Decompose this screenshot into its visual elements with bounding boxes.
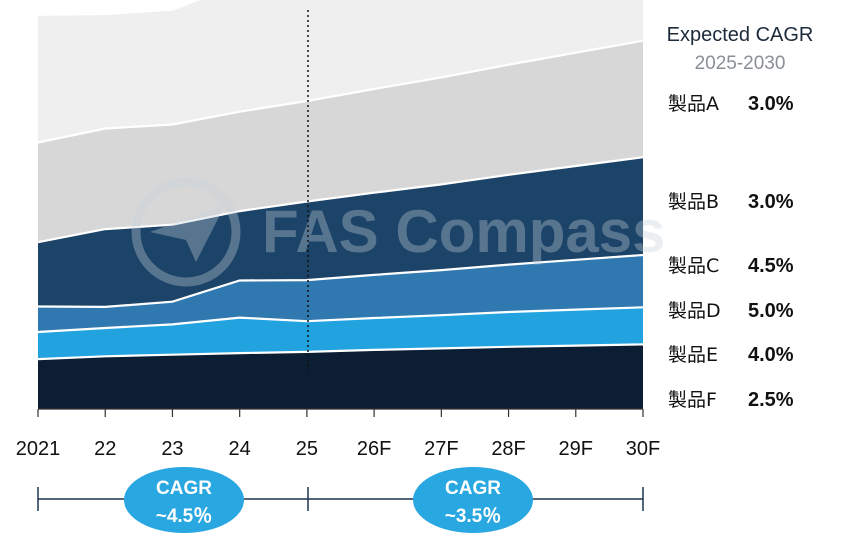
area-製品F xyxy=(38,344,643,409)
x-tick-label: 27F xyxy=(424,438,458,460)
legend-cagr-d: 5.0% xyxy=(748,300,794,322)
watermark-compass-icon xyxy=(131,177,241,287)
watermark-arrow-icon xyxy=(150,205,225,262)
legend-cagr-f: 2.5% xyxy=(748,389,794,411)
legend-header: Expected CAGR xyxy=(667,24,814,46)
x-tick-label: 23 xyxy=(161,438,183,460)
legend-cagr-a: 3.0% xyxy=(748,93,794,115)
legend-name-e: 製品E xyxy=(668,344,718,366)
area-製品A xyxy=(38,0,643,143)
watermark-text: FAS Compass xyxy=(262,198,665,265)
x-tick-label: 28F xyxy=(491,438,525,460)
area-製品C xyxy=(38,157,643,307)
area-edge-製品D xyxy=(37,253,644,309)
legend-name-f: 製品F xyxy=(668,389,717,411)
legend-name-b: 製品B xyxy=(668,191,719,213)
legend-cagr-c: 4.5% xyxy=(748,255,794,277)
x-tick-label: 25 xyxy=(296,438,318,460)
legend-period: 2025-2030 xyxy=(695,53,786,74)
area-edge-製品C xyxy=(37,156,644,244)
cagr-bubble-historical xyxy=(124,467,244,533)
cagr-bubble-forecast-label: CAGR xyxy=(445,478,501,499)
area-edge-製品B xyxy=(37,39,644,144)
x-tick-label: 29F xyxy=(559,438,593,460)
legend-cagr-e: 4.0% xyxy=(748,344,794,366)
area-edge-製品A xyxy=(37,0,201,16)
legend-name-c: 製品C xyxy=(668,255,719,277)
cagr-bubble-forecast xyxy=(413,467,533,533)
watermark xyxy=(131,177,241,287)
area-edge-製品E xyxy=(37,306,644,334)
cagr-bubble-historical-label: CAGR xyxy=(156,478,212,499)
legend-cagr-b: 3.0% xyxy=(748,191,794,213)
x-tick-label: 22 xyxy=(94,438,116,460)
area-series-group xyxy=(37,0,644,409)
x-axis-ticks: 2021 22 23 24 25 26F 27F 28F 29F 30F xyxy=(16,409,660,460)
cagr-bubble-forecast-value: ~3.5％ xyxy=(445,506,502,527)
cagr-bracket: CAGR ~4.5％ CAGR ~3.5％ xyxy=(37,467,644,533)
legend-name-d: 製品D xyxy=(668,300,721,322)
x-tick-label: 30F xyxy=(626,438,660,460)
x-tick-label: 24 xyxy=(229,438,251,460)
area-edge-製品F xyxy=(37,343,644,361)
area-製品B xyxy=(38,40,643,243)
x-tick-label: 2021 xyxy=(16,438,61,460)
legend-name-a: 製品A xyxy=(668,93,719,115)
cagr-bubble-historical-value: ~4.5％ xyxy=(156,506,213,527)
x-tick-label: 26F xyxy=(357,438,391,460)
